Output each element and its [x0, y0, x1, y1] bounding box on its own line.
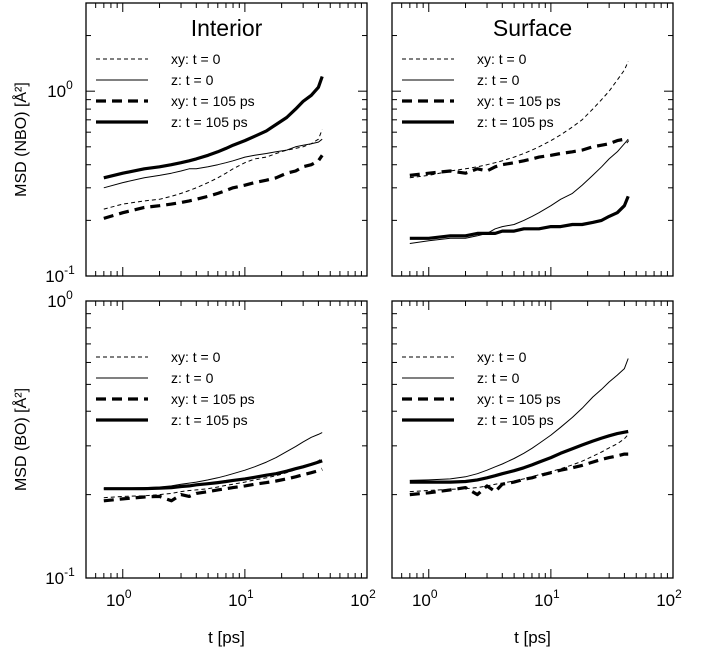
legend-label-1: xy: t = 0 [171, 349, 221, 365]
y-tick-label: 10-1 [45, 565, 75, 588]
legend-label-3: xy: t = 105 ps [477, 391, 561, 407]
panel-2: Surface xy: t = 0 z: t = 0 xy: t = 105 ps z:… [391, 2, 674, 277]
legend-label-4: z: t = 105 ps [171, 412, 248, 428]
x-axis-label: t [ps] [514, 628, 551, 647]
x-tick-label: 101 [534, 587, 560, 610]
series-line-3 [103, 467, 323, 503]
legend-label-3: xy: t = 105 ps [171, 391, 255, 407]
panel-title: Surface [493, 15, 572, 41]
plot-frame [391, 300, 674, 579]
legend-label-2: z: t = 0 [171, 72, 214, 88]
panel-title: Interior [191, 15, 263, 41]
plot-frame [85, 300, 368, 579]
series-line-1 [409, 61, 629, 179]
y-axis-label: MSD (NBO) [Å²] [11, 82, 30, 197]
series-line-2 [103, 138, 323, 189]
legend-label-1: xy: t = 0 [171, 51, 221, 67]
legend-label-3: xy: t = 105 ps [477, 93, 561, 109]
series-line-4 [409, 195, 630, 240]
y-axis-label: MSD (BO) [Å²] [11, 388, 30, 491]
x-axis-label: t [ps] [208, 628, 245, 647]
series-line-4 [103, 459, 323, 491]
x-tick-label: 100 [412, 587, 438, 610]
series-line-3 [409, 137, 630, 177]
x-tick-label: 101 [228, 587, 254, 610]
legend-label-2: z: t = 0 [477, 370, 520, 386]
legend-label-3: xy: t = 105 ps [171, 93, 255, 109]
y-tick-label: 100 [47, 288, 73, 311]
series-line-2 [409, 138, 629, 244]
y-tick-label: 10-1 [45, 263, 75, 286]
series-line-4 [409, 429, 629, 484]
legend-label-2: z: t = 0 [171, 370, 214, 386]
legend-label-2: z: t = 0 [477, 72, 520, 88]
legend-label-4: z: t = 105 ps [477, 114, 554, 130]
series-line-4 [103, 75, 324, 180]
series-line-2 [103, 432, 323, 490]
panel-1: 10-1 100 Interior xy: t = 0 z: t = 0 xy: t = … [11, 2, 368, 286]
panel-3: 100 101 102 10-1 100 xy: t = 0 z: t = 0 xy: t =… [11, 288, 376, 647]
x-tick-label: 102 [656, 587, 682, 610]
legend-label-4: z: t = 105 ps [477, 412, 554, 428]
panel-4: 100 101 102 xy: t = 0 z: t = 0 xy: t = 105 ps… [391, 300, 682, 647]
series-line-3 [409, 452, 629, 497]
x-tick-label: 102 [350, 587, 376, 610]
legend-label-1: xy: t = 0 [477, 51, 527, 67]
plot-frame [391, 2, 674, 277]
x-tick-label: 100 [106, 587, 132, 610]
series-line-1 [103, 129, 323, 210]
legend-label-1: xy: t = 0 [477, 349, 527, 365]
plot-frame [85, 2, 368, 277]
y-tick-label: 100 [47, 78, 73, 101]
series-line-2 [409, 358, 629, 481]
legend-label-4: z: t = 105 ps [171, 114, 248, 130]
series-line-3 [103, 154, 324, 220]
